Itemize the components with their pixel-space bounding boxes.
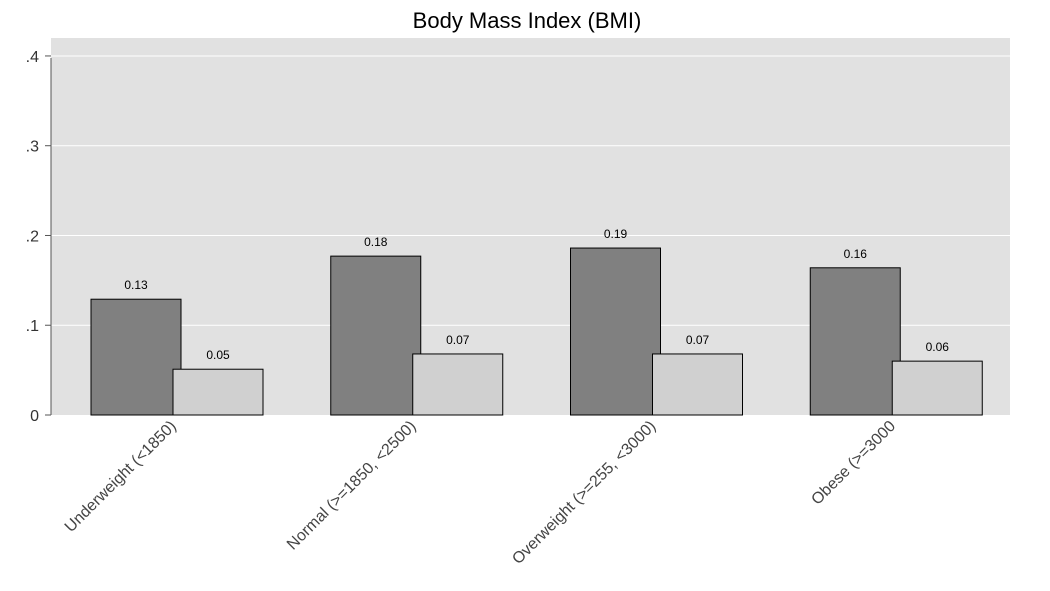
y-tick-label: .2 — [26, 228, 39, 245]
data-label: 0.19 — [604, 227, 628, 241]
data-label: 0.16 — [844, 247, 868, 261]
data-label: 0.07 — [686, 333, 710, 347]
data-label: 0.06 — [926, 340, 950, 354]
category-label: Obese (>=3000 — [808, 418, 899, 509]
y-tick-label: .3 — [26, 139, 39, 156]
bar-light-3 — [891, 360, 983, 416]
y-tick-label: .4 — [26, 49, 39, 66]
y-axis: 0 .1 .2 .3 .4 — [26, 49, 52, 425]
data-label: 0.05 — [206, 348, 230, 362]
category-label: Overweight (>=255, <3000) — [509, 418, 659, 568]
y-tick-label: 0 — [30, 408, 39, 425]
data-label: 0.07 — [446, 333, 470, 347]
bar-dark-2 — [570, 247, 661, 416]
bar-light-0 — [172, 368, 264, 416]
bar-dark-1 — [330, 255, 422, 416]
data-label: 0.13 — [124, 278, 148, 292]
bar-dark-3 — [809, 267, 901, 416]
y-tick-label: .1 — [26, 318, 39, 335]
bar-light-1 — [412, 353, 504, 416]
bar-light-2 — [652, 353, 743, 416]
x-axis-labels: Underweight (<1850) Normal (>=1850, <2500… — [62, 418, 899, 568]
bars — [90, 247, 983, 416]
category-label: Normal (>=1850, <2500) — [284, 418, 420, 554]
chart-title: Body Mass Index (BMI) — [413, 8, 642, 33]
data-labels: 0.13 0.05 0.18 0.07 0.19 0.07 0.16 0.06 — [124, 227, 949, 362]
bar-dark-0 — [90, 298, 182, 416]
category-label: Underweight (<1850) — [62, 418, 180, 536]
data-label: 0.18 — [364, 235, 388, 249]
